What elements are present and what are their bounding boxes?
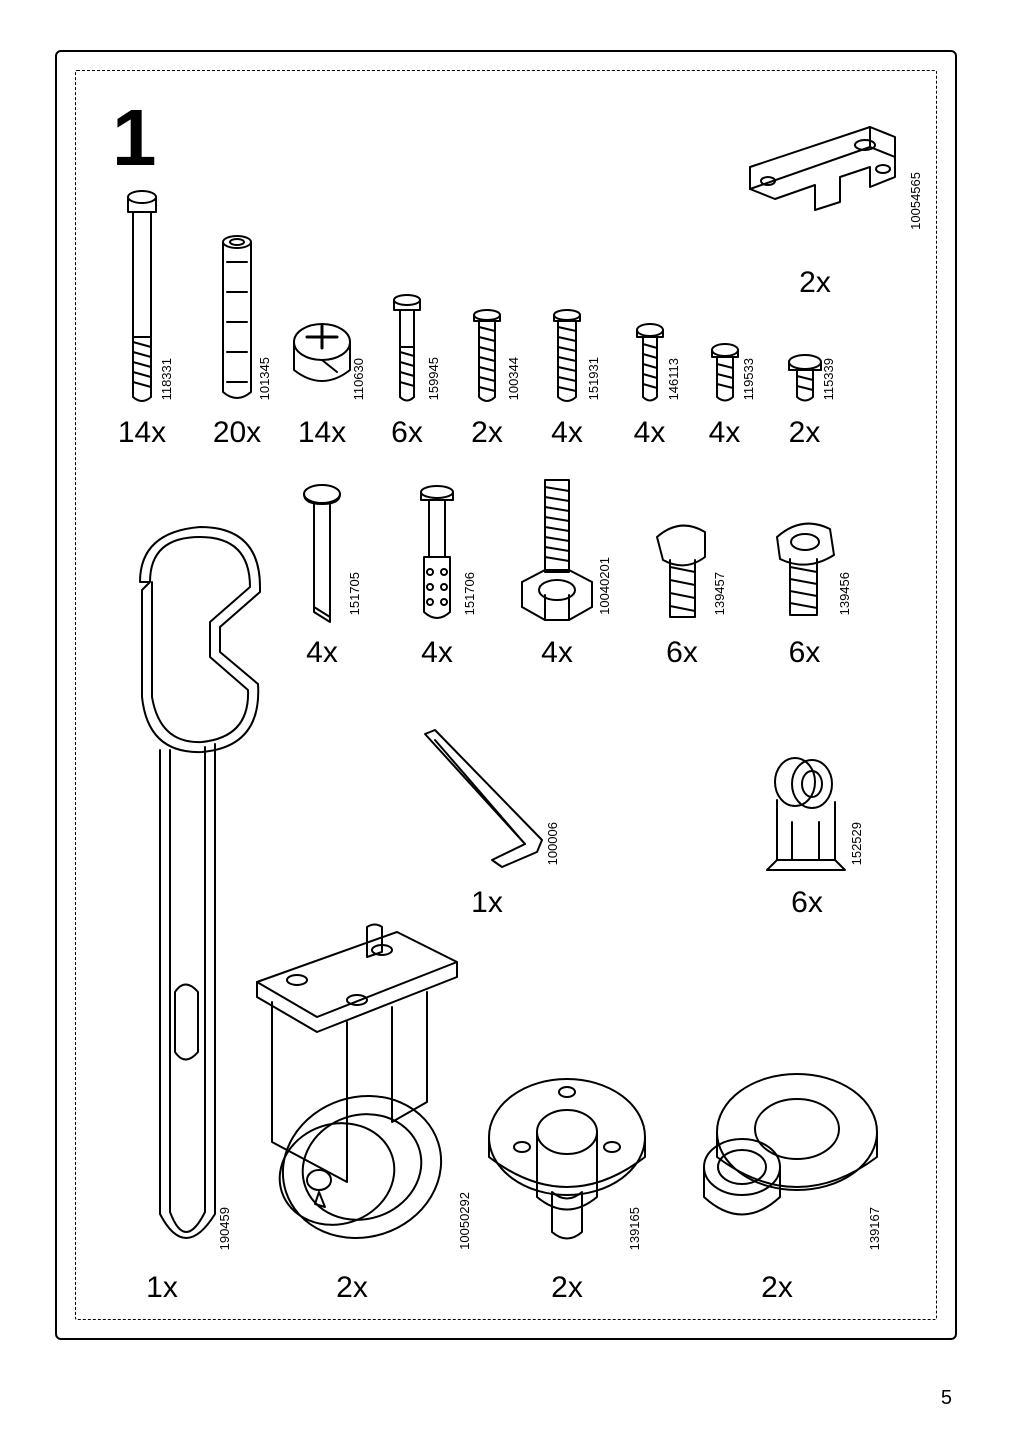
part-long-bolt: 14x 118331 bbox=[102, 187, 182, 450]
qty-label: 6x bbox=[637, 636, 727, 670]
hex-nut-bolt-icon bbox=[507, 472, 607, 627]
qty-label: 2x bbox=[777, 416, 832, 450]
expansion-bolt-icon bbox=[410, 482, 465, 627]
qty-label: 20x bbox=[202, 416, 272, 450]
qty-label: 2x bbox=[667, 1271, 887, 1305]
step-number: 1 bbox=[112, 92, 157, 184]
screw-icon bbox=[547, 307, 587, 407]
part-screw-short-a: 4x 119533 bbox=[697, 342, 752, 450]
hinge-piece-icon bbox=[757, 752, 857, 877]
page-frame: 1 2x 10054565 14x 118331 bbox=[55, 50, 957, 1340]
part-hinge-piece: 6x 152529 bbox=[752, 752, 862, 920]
part-number: 151706 bbox=[462, 572, 477, 615]
part-number: 101345 bbox=[257, 357, 272, 400]
part-allen-key: 1x 100006 bbox=[402, 722, 572, 920]
qty-label: 2x bbox=[457, 416, 517, 450]
part-number: 110630 bbox=[351, 358, 366, 400]
part-screw-short-b: 2x 115339 bbox=[777, 352, 832, 450]
part-screw-c: 4x 151931 bbox=[537, 307, 597, 450]
part-number: 139167 bbox=[867, 1207, 882, 1250]
bracket-icon bbox=[720, 107, 910, 257]
caster-wheel-icon bbox=[227, 922, 477, 1262]
part-screw-b: 2x 100344 bbox=[457, 307, 517, 450]
qty-label: 6x bbox=[757, 636, 852, 670]
part-number: 151705 bbox=[347, 572, 362, 615]
part-number: 119533 bbox=[741, 358, 756, 400]
screw-icon bbox=[387, 292, 427, 407]
part-number: 146113 bbox=[666, 358, 681, 400]
part-screw-d: 4x 146113 bbox=[622, 322, 677, 450]
qty-label: 4x bbox=[282, 636, 362, 670]
qty-label: 4x bbox=[537, 416, 597, 450]
part-number: 152529 bbox=[849, 822, 864, 865]
part-number: 100006 bbox=[545, 822, 560, 865]
cam-lock-icon bbox=[287, 312, 357, 407]
part-number: 100344 bbox=[506, 357, 521, 400]
part-number: 10054565 bbox=[908, 172, 923, 230]
part-screw-a: 6x 159945 bbox=[377, 292, 437, 450]
qty-label: 4x bbox=[397, 636, 477, 670]
screw-icon bbox=[632, 322, 668, 407]
part-caster-wheel: 2x 10050292 bbox=[222, 922, 482, 1305]
carriage-bolt-icon bbox=[297, 482, 347, 627]
cam-fitting-icon bbox=[645, 512, 720, 627]
part-number: 139456 bbox=[837, 572, 852, 615]
qty-label: 1x bbox=[402, 886, 572, 920]
allen-key-icon bbox=[407, 722, 567, 877]
part-number: 159945 bbox=[426, 357, 441, 400]
part-number: 139165 bbox=[627, 1207, 642, 1250]
qty-label: 14x bbox=[282, 416, 362, 450]
qty-label: 6x bbox=[377, 416, 437, 450]
screw-icon bbox=[467, 307, 507, 407]
part-cam-fitting-a: 6x 139457 bbox=[637, 512, 727, 670]
part-expansion-bolt: 4x 151706 bbox=[397, 482, 477, 670]
part-number: 139457 bbox=[712, 572, 727, 615]
part-dowel: 20x 101345 bbox=[202, 232, 272, 450]
part-flange-cup: 2x 139167 bbox=[667, 1037, 887, 1305]
part-carriage-bolt: 4x 151705 bbox=[282, 482, 362, 670]
part-number: 151931 bbox=[586, 357, 601, 400]
qty-label: 2x bbox=[472, 1271, 662, 1305]
qty-label: 6x bbox=[752, 886, 862, 920]
part-cam-fitting-b: 6x 139456 bbox=[757, 507, 852, 670]
cam-fitting-icon bbox=[762, 507, 847, 627]
qty-label: 4x bbox=[697, 416, 752, 450]
qty-label: 2x bbox=[222, 1271, 482, 1305]
part-number: 10050292 bbox=[457, 1192, 472, 1250]
part-flange-disc: 2x 139165 bbox=[472, 1037, 662, 1305]
page-number: 5 bbox=[941, 1387, 952, 1410]
qty-label: 4x bbox=[622, 416, 677, 450]
qty-label: 4x bbox=[502, 636, 612, 670]
part-bracket: 2x 10054565 bbox=[715, 107, 915, 300]
part-number: 10040201 bbox=[597, 557, 612, 615]
flange-cup-icon bbox=[672, 1037, 882, 1262]
qty-label: 2x bbox=[715, 266, 915, 300]
part-number: 118331 bbox=[159, 358, 174, 400]
part-cam-lock: 14x 110630 bbox=[282, 312, 362, 450]
dowel-icon bbox=[215, 232, 260, 407]
screw-icon bbox=[707, 342, 743, 407]
qty-label: 14x bbox=[102, 416, 182, 450]
part-hex-nut-bolt: 4x 10040201 bbox=[502, 472, 612, 670]
part-number: 115339 bbox=[821, 358, 836, 400]
screw-icon bbox=[785, 352, 825, 407]
